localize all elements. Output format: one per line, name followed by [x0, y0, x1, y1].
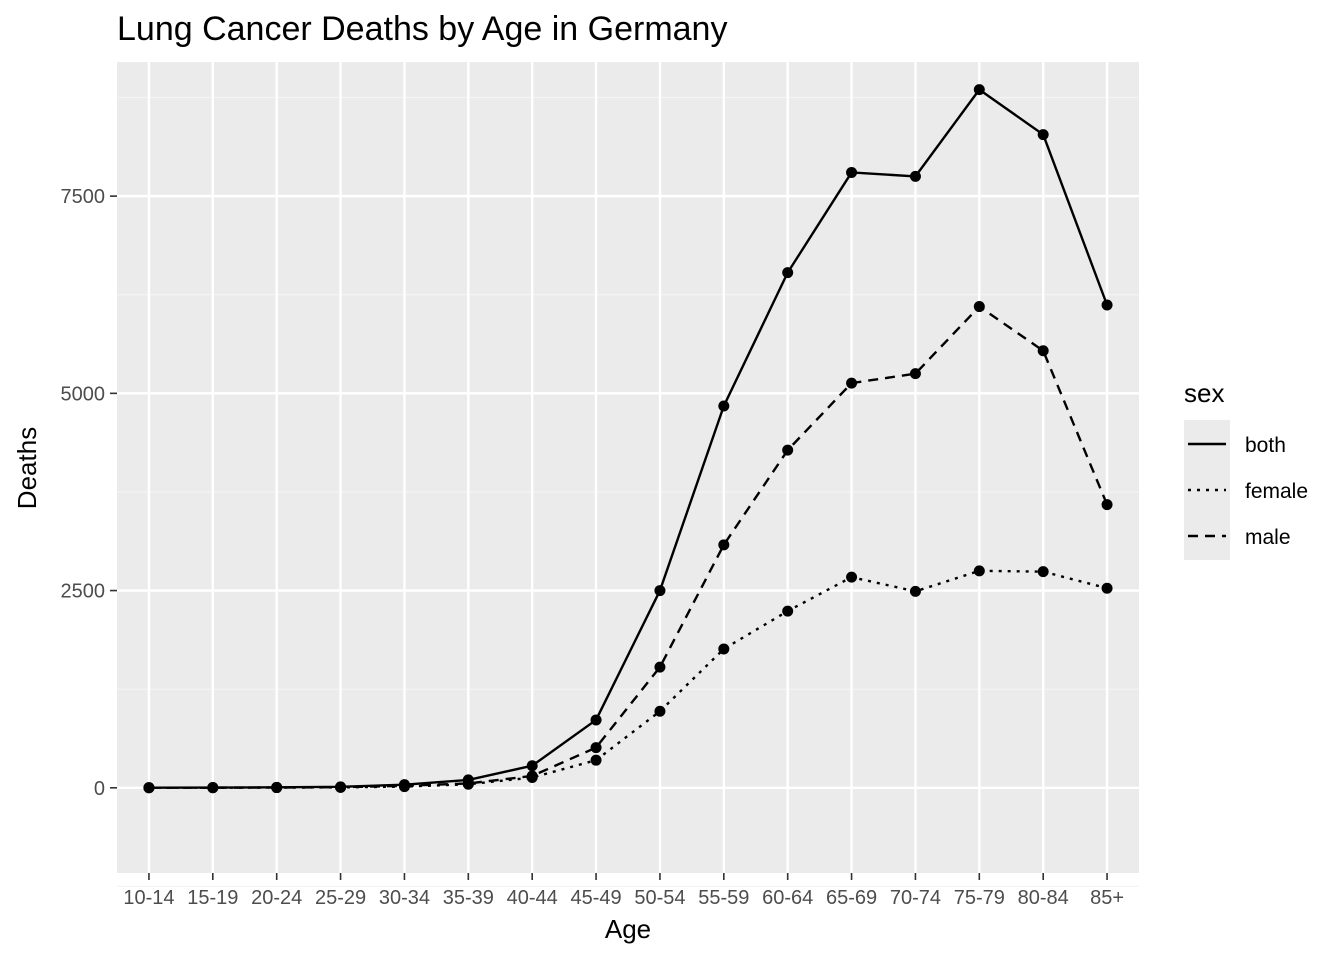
data-point-both — [909, 170, 921, 182]
legend-items: both female male — [1188, 434, 1308, 549]
x-tick-label: 35-39 — [443, 887, 494, 909]
data-point-male — [335, 781, 347, 793]
x-tick-label: 65-69 — [826, 887, 877, 909]
data-point-both — [1101, 299, 1113, 311]
data-point-male — [718, 539, 730, 551]
data-point-male — [1037, 345, 1049, 357]
data-point-female — [846, 571, 858, 583]
data-point-female — [973, 565, 985, 577]
series-points — [143, 84, 1113, 794]
y-axis-title: Deaths — [12, 427, 42, 509]
x-tick-label: 80-84 — [1018, 887, 1069, 909]
x-tick-label: 55-59 — [698, 887, 749, 909]
y-tick-label: 7500 — [61, 186, 106, 208]
plot-panel — [117, 62, 1139, 873]
data-point-male — [909, 368, 921, 380]
data-point-both — [718, 400, 730, 412]
data-point-female — [718, 643, 730, 655]
x-tick-label: 10-14 — [123, 887, 174, 909]
x-tick-label: 25-29 — [315, 887, 366, 909]
series-line-male — [148, 305, 1109, 789]
data-point-male — [462, 777, 474, 789]
legend-label-male: male — [1245, 526, 1291, 549]
legend-label-both: both — [1245, 434, 1286, 457]
legend-title: sex — [1184, 378, 1224, 408]
data-point-both — [782, 267, 794, 279]
x-tick-label: 40-44 — [507, 887, 558, 909]
data-point-male — [207, 782, 219, 794]
minor-gridlines — [117, 96, 1139, 888]
data-point-both — [1037, 129, 1049, 141]
y-axis: 0 2500 5000 7500 — [61, 186, 117, 800]
data-point-male — [590, 742, 602, 754]
data-point-male — [1101, 499, 1113, 511]
data-point-male — [782, 444, 794, 456]
x-axis-title: Age — [605, 914, 651, 944]
data-point-male — [398, 780, 410, 792]
data-point-male — [654, 661, 666, 673]
y-tick-label: 0 — [94, 778, 105, 800]
data-point-male — [973, 301, 985, 313]
x-axis: 10-14 15-19 20-24 25-29 30-34 35-39 40-44 45-49… — [123, 873, 1124, 909]
data-point-both — [590, 714, 602, 726]
data-point-male — [526, 770, 538, 782]
data-point-both — [973, 84, 985, 96]
series-lines — [148, 88, 1109, 789]
x-tick-label: 75-79 — [954, 887, 1005, 909]
data-point-male — [271, 782, 283, 794]
y-tick-label: 5000 — [61, 383, 106, 405]
data-point-both — [526, 760, 538, 772]
x-tick-label: 70-74 — [890, 887, 941, 909]
data-point-both — [654, 585, 666, 597]
data-point-both — [846, 166, 858, 178]
x-tick-label: 15-19 — [187, 887, 238, 909]
y-tick-label: 2500 — [61, 581, 106, 603]
x-tick-label: 50-54 — [634, 887, 685, 909]
x-tick-label: 60-64 — [762, 887, 813, 909]
data-point-female — [654, 705, 666, 717]
data-point-male — [143, 782, 155, 794]
data-point-female — [590, 754, 602, 766]
x-tick-label: 45-49 — [570, 887, 621, 909]
data-point-male — [846, 377, 858, 389]
x-tick-label: 30-34 — [379, 887, 430, 909]
data-point-female — [1037, 566, 1049, 578]
legend-label-female: female — [1245, 480, 1308, 503]
data-point-female — [782, 605, 794, 617]
legend: sex both female male — [1184, 378, 1308, 560]
data-point-female — [909, 585, 921, 597]
x-tick-label: 85+ — [1090, 887, 1124, 909]
data-point-female — [1101, 582, 1113, 594]
series-line-female — [148, 569, 1108, 789]
x-tick-label: 20-24 — [251, 887, 302, 909]
chart-title: Lung Cancer Deaths by Age in Germany — [117, 10, 727, 48]
